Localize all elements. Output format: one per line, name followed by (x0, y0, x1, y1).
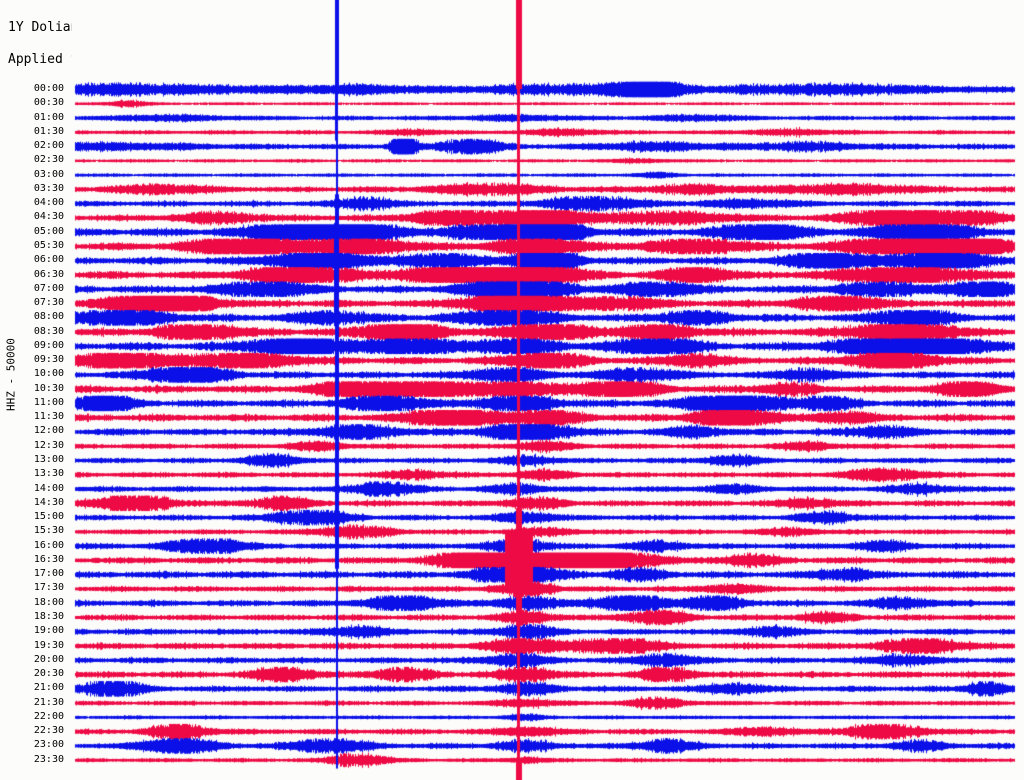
seismogram-plot (72, 0, 1018, 780)
time-label: 07:00 (33, 282, 64, 294)
time-label: 08:30 (33, 325, 64, 337)
time-label: 16:00 (33, 539, 64, 551)
time-label: 12:00 (33, 425, 64, 437)
time-label: 23:30 (33, 753, 64, 765)
time-label: 18:30 (33, 610, 64, 622)
time-label: 00:00 (33, 83, 64, 94)
time-label: 20:00 (33, 653, 64, 665)
time-label: 19:30 (33, 639, 64, 651)
time-label: 15:00 (33, 511, 64, 523)
time-label: 04:00 (33, 197, 64, 209)
time-label: 06:00 (33, 254, 64, 266)
trace-canvas (72, 0, 1018, 780)
time-label: 22:00 (33, 710, 64, 722)
time-label: 11:30 (33, 411, 64, 423)
time-label: 19:00 (33, 625, 64, 637)
time-label: 04:30 (33, 211, 64, 223)
time-label: 16:30 (33, 553, 64, 565)
time-label: 17:30 (33, 582, 64, 594)
time-label: 05:00 (33, 225, 64, 237)
time-label: 21:00 (33, 682, 64, 694)
time-label: 01:00 (33, 111, 64, 123)
time-label: 14:30 (33, 496, 64, 508)
time-label: 09:30 (33, 354, 64, 366)
time-label: 13:00 (33, 454, 64, 466)
time-label: 02:00 (33, 140, 64, 152)
time-label: 03:30 (33, 182, 64, 194)
time-label: 09:00 (33, 339, 64, 351)
time-label: 21:30 (33, 696, 64, 708)
time-label: 23:00 (33, 739, 64, 751)
time-label: 07:30 (33, 297, 64, 309)
time-label: 15:30 (33, 525, 64, 537)
time-label: 17:00 (33, 568, 64, 580)
time-label: 18:00 (33, 596, 64, 608)
time-label: 10:00 (33, 368, 64, 380)
time-label: 05:30 (33, 239, 64, 251)
time-label: 20:30 (33, 668, 64, 680)
time-label: 06:30 (33, 268, 64, 280)
time-label: 02:30 (33, 154, 64, 166)
time-label: 14:00 (33, 482, 64, 494)
time-label: 12:30 (33, 439, 64, 451)
time-label: 00:30 (33, 97, 64, 109)
time-label: 10:30 (33, 382, 64, 394)
time-label: 08:00 (33, 311, 64, 323)
time-label: 22:30 (33, 725, 64, 737)
time-label: 11:00 (33, 396, 64, 408)
time-label: 01:30 (33, 125, 64, 137)
time-label: 03:00 (33, 168, 64, 180)
time-label: 13:30 (33, 468, 64, 480)
time-axis: 00:00 00:30 01:00 01:30 02:00 02:30 03:00 03:30… (0, 0, 72, 780)
